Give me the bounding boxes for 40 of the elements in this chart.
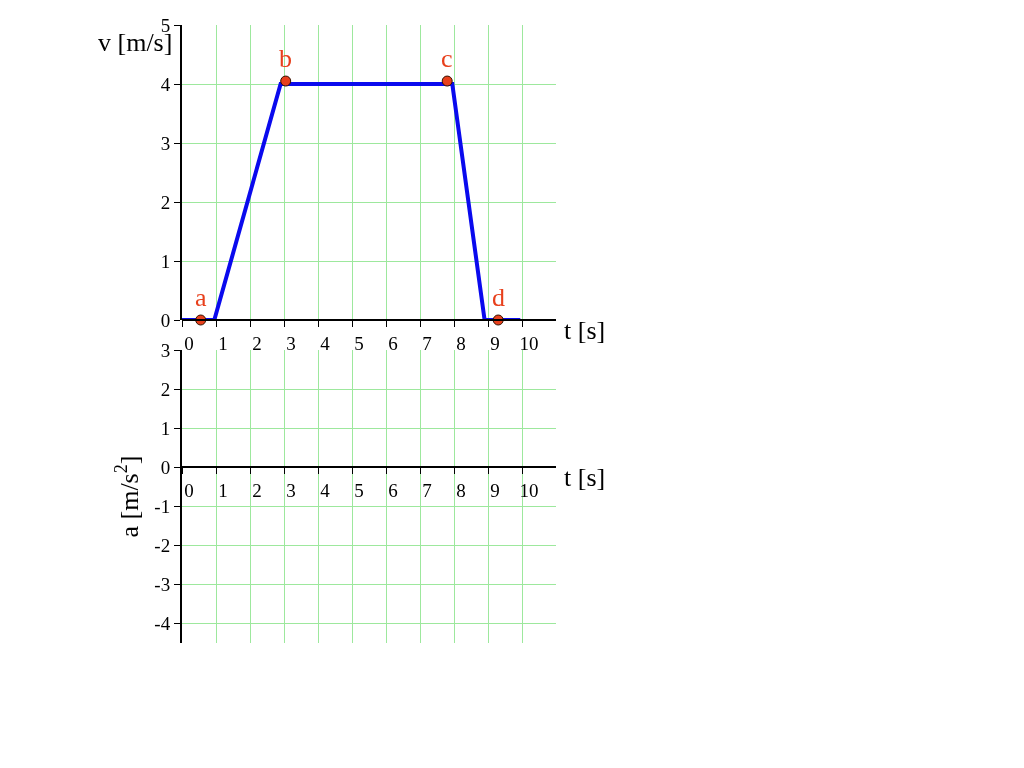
x-tick-label: 6 <box>388 480 398 501</box>
x-tick-label: 7 <box>422 332 432 354</box>
y-tick-label: 0 <box>160 456 171 478</box>
x-tick-label: 10 <box>519 332 539 354</box>
y-tick-label: 2 <box>160 191 171 213</box>
x-tick-label: 1 <box>218 480 228 501</box>
y-tick-label: 1 <box>160 417 171 439</box>
x-tick-label: 9 <box>490 332 500 354</box>
y-tick-label: -2 <box>154 534 171 556</box>
x-tick-label: 2 <box>252 332 262 354</box>
x-tick-label: 5 <box>354 480 364 501</box>
x-tick-label: 2 <box>252 480 262 501</box>
annotation: d <box>492 283 505 312</box>
x-tick-label: 8 <box>456 332 466 354</box>
x-axis-title: t [s] <box>564 463 606 492</box>
x-tick-label: 3 <box>286 480 296 501</box>
x-tick-label: 10 <box>519 480 539 501</box>
x-tick-label: 6 <box>388 332 398 354</box>
x-tick-label: 8 <box>456 480 466 501</box>
y-tick-label: -4 <box>154 613 171 635</box>
y-tick-label: -1 <box>154 495 171 517</box>
y-tick-label: -3 <box>154 574 171 596</box>
x-tick-label: 3 <box>286 332 296 354</box>
y-tick-label: 3 <box>160 132 171 154</box>
y-tick-label: 4 <box>160 73 171 95</box>
y-tick-label: 1 <box>160 250 171 272</box>
x-tick-label: 4 <box>320 480 331 501</box>
x-tick-label: 0 <box>184 332 194 354</box>
x-tick-label: 1 <box>218 332 228 354</box>
x-axis-title: t [s] <box>564 316 606 345</box>
y-tick-label: 0 <box>160 309 171 331</box>
x-tick-label: 0 <box>184 480 194 501</box>
x-tick-label: 4 <box>320 332 331 354</box>
annotation: c <box>441 44 453 73</box>
x-tick-label: 5 <box>354 332 364 354</box>
annotation: b <box>279 44 292 73</box>
annotation: a <box>195 283 207 312</box>
y-tick-label: 2 <box>160 378 171 400</box>
x-tick-label: 7 <box>422 480 432 501</box>
x-tick-label: 9 <box>490 480 500 501</box>
